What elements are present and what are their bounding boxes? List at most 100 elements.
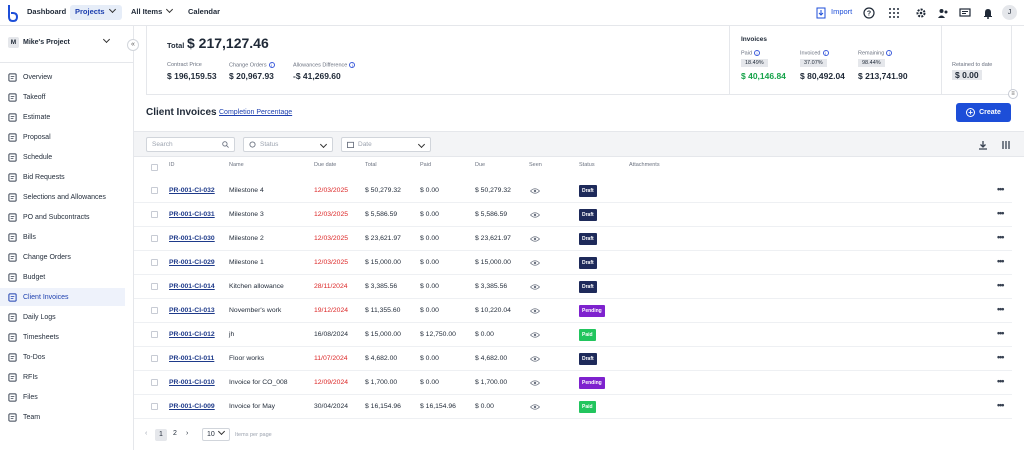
row-actions-menu-icon[interactable]: •••	[997, 232, 1005, 242]
sidebar-item-overview[interactable]: Overview	[0, 68, 125, 86]
sidebar-item-bills[interactable]: Bills	[0, 228, 125, 246]
notifications-bell-icon[interactable]	[982, 7, 994, 19]
invoice-id-link[interactable]: PR-001-CI-032	[169, 187, 215, 194]
column-header-status[interactable]: Status	[579, 162, 595, 168]
project-selector[interactable]: M Mike's Project	[8, 35, 110, 48]
prev-page-button[interactable]: ‹	[145, 430, 148, 437]
user-avatar[interactable]: J	[1002, 5, 1017, 20]
next-page-button[interactable]: ›	[186, 430, 189, 437]
table-row[interactable]	[134, 347, 1012, 371]
completion-percentage-link[interactable]: Completion Percentage	[219, 109, 293, 116]
row-actions-menu-icon[interactable]: •••	[997, 328, 1005, 338]
invoice-id-link[interactable]: PR-001-CI-031	[169, 211, 215, 218]
table-row[interactable]	[134, 323, 1012, 347]
sidebar-item-to-dos[interactable]: To-Dos	[0, 348, 125, 366]
column-header-paid[interactable]: Paid	[420, 162, 432, 168]
app-logo-icon[interactable]	[6, 4, 20, 22]
messages-icon[interactable]	[959, 7, 971, 19]
info-icon[interactable]: i	[822, 50, 829, 56]
page-1-button[interactable]: 1	[155, 429, 167, 441]
sidebar-item-rfis[interactable]: RFIs	[0, 368, 125, 386]
invoice-id-link[interactable]: PR-001-CI-010	[169, 379, 215, 386]
row-actions-menu-icon[interactable]: •••	[997, 208, 1005, 218]
invoice-id-link[interactable]: PR-001-CI-014	[169, 283, 215, 290]
info-icon[interactable]: i	[754, 50, 761, 56]
help-icon[interactable]: ?	[863, 7, 875, 19]
apps-grid-icon[interactable]	[888, 7, 900, 19]
invoice-id-link[interactable]: PR-001-CI-013	[169, 307, 215, 314]
row-checkbox[interactable]	[151, 403, 158, 410]
table-row[interactable]	[134, 179, 1012, 203]
sidebar-item-schedule[interactable]: Schedule	[0, 148, 125, 166]
invoice-id-link[interactable]: PR-001-CI-012	[169, 331, 215, 338]
info-icon[interactable]: i	[268, 62, 275, 68]
columns-icon[interactable]	[1001, 140, 1011, 150]
row-actions-menu-icon[interactable]: •••	[997, 256, 1005, 266]
row-checkbox[interactable]	[151, 235, 158, 242]
items-per-page-select[interactable]: 10	[202, 427, 230, 441]
row-actions-menu-icon[interactable]: •••	[997, 304, 1005, 314]
nav-dashboard[interactable]: Dashboard	[27, 7, 67, 16]
import-icon[interactable]	[815, 7, 827, 19]
row-actions-menu-icon[interactable]: •••	[997, 352, 1005, 362]
column-header-due[interactable]: Due	[475, 162, 486, 168]
invoice-id-link[interactable]: PR-001-CI-029	[169, 259, 215, 266]
sidebar-item-daily-logs[interactable]: Daily Logs	[0, 308, 125, 326]
invoice-id-link[interactable]: PR-001-CI-009	[169, 403, 215, 410]
table-row[interactable]	[134, 275, 1012, 299]
row-actions-menu-icon[interactable]: •••	[997, 376, 1005, 386]
column-header-seen[interactable]: Seen	[529, 162, 542, 168]
page-2-button[interactable]: 2	[173, 430, 177, 437]
table-row[interactable]	[134, 371, 1012, 395]
column-header-name[interactable]: Name	[229, 162, 244, 168]
sidebar-item-budget[interactable]: Budget	[0, 268, 125, 286]
column-header-due-date[interactable]: Due date	[314, 162, 337, 168]
row-checkbox[interactable]	[151, 379, 158, 386]
status-filter-select[interactable]: Status	[243, 137, 333, 152]
collapse-summary-button[interactable]: ≡	[1008, 89, 1018, 99]
sidebar-item-po-and-subcontracts[interactable]: PO and Subcontracts	[0, 208, 125, 226]
sidebar-item-bid-requests[interactable]: Bid Requests	[0, 168, 125, 186]
table-row[interactable]	[134, 227, 1012, 251]
sidebar-item-takeoff[interactable]: Takeoff	[0, 88, 125, 106]
nav-calendar[interactable]: Calendar	[188, 7, 221, 16]
column-header-id[interactable]: ID	[169, 162, 175, 168]
invoice-id-link[interactable]: PR-001-CI-011	[169, 355, 215, 362]
column-header-total[interactable]: Total	[365, 162, 377, 168]
row-checkbox[interactable]	[151, 283, 158, 290]
row-actions-menu-icon[interactable]: •••	[997, 184, 1005, 194]
sidebar-item-client-invoices[interactable]: Client Invoices	[0, 288, 125, 306]
settings-gear-icon[interactable]	[915, 7, 927, 19]
sidebar-item-estimate[interactable]: Estimate	[0, 108, 125, 126]
table-row[interactable]	[134, 251, 1012, 275]
row-checkbox[interactable]	[151, 331, 158, 338]
table-row[interactable]	[134, 203, 1012, 227]
import-button[interactable]: Import	[831, 7, 853, 16]
sidebar-item-timesheets[interactable]: Timesheets	[0, 328, 125, 346]
column-header-attachments[interactable]: Attachments	[629, 162, 660, 168]
users-icon[interactable]	[937, 7, 949, 19]
select-all-checkbox[interactable]	[151, 164, 158, 171]
row-checkbox[interactable]	[151, 307, 158, 314]
nav-projects[interactable]: Projects	[75, 5, 116, 16]
sidebar-item-team[interactable]: Team	[0, 408, 125, 426]
row-actions-menu-icon[interactable]: •••	[997, 280, 1005, 290]
invoice-id-link[interactable]: PR-001-CI-030	[169, 235, 215, 242]
sidebar-item-files[interactable]: Files	[0, 388, 125, 406]
date-filter-select[interactable]: Date	[341, 137, 431, 152]
nav-all-items[interactable]: All Items	[131, 5, 174, 16]
row-actions-menu-icon[interactable]: •••	[997, 400, 1005, 410]
row-checkbox[interactable]	[151, 187, 158, 194]
search-input[interactable]: Search	[146, 137, 235, 152]
create-button[interactable]: + Create	[956, 103, 1011, 122]
sidebar-item-change-orders[interactable]: Change Orders	[0, 248, 125, 266]
sidebar-item-selections-and-allowances[interactable]: Selections and Allowances	[0, 188, 125, 206]
row-checkbox[interactable]	[151, 259, 158, 266]
row-checkbox[interactable]	[151, 211, 158, 218]
sidebar-item-proposal[interactable]: Proposal	[0, 128, 125, 146]
table-row[interactable]	[134, 395, 1012, 419]
info-icon[interactable]: i	[886, 50, 893, 56]
row-checkbox[interactable]	[151, 355, 158, 362]
download-icon[interactable]	[978, 140, 988, 150]
info-icon[interactable]: i	[349, 62, 356, 68]
